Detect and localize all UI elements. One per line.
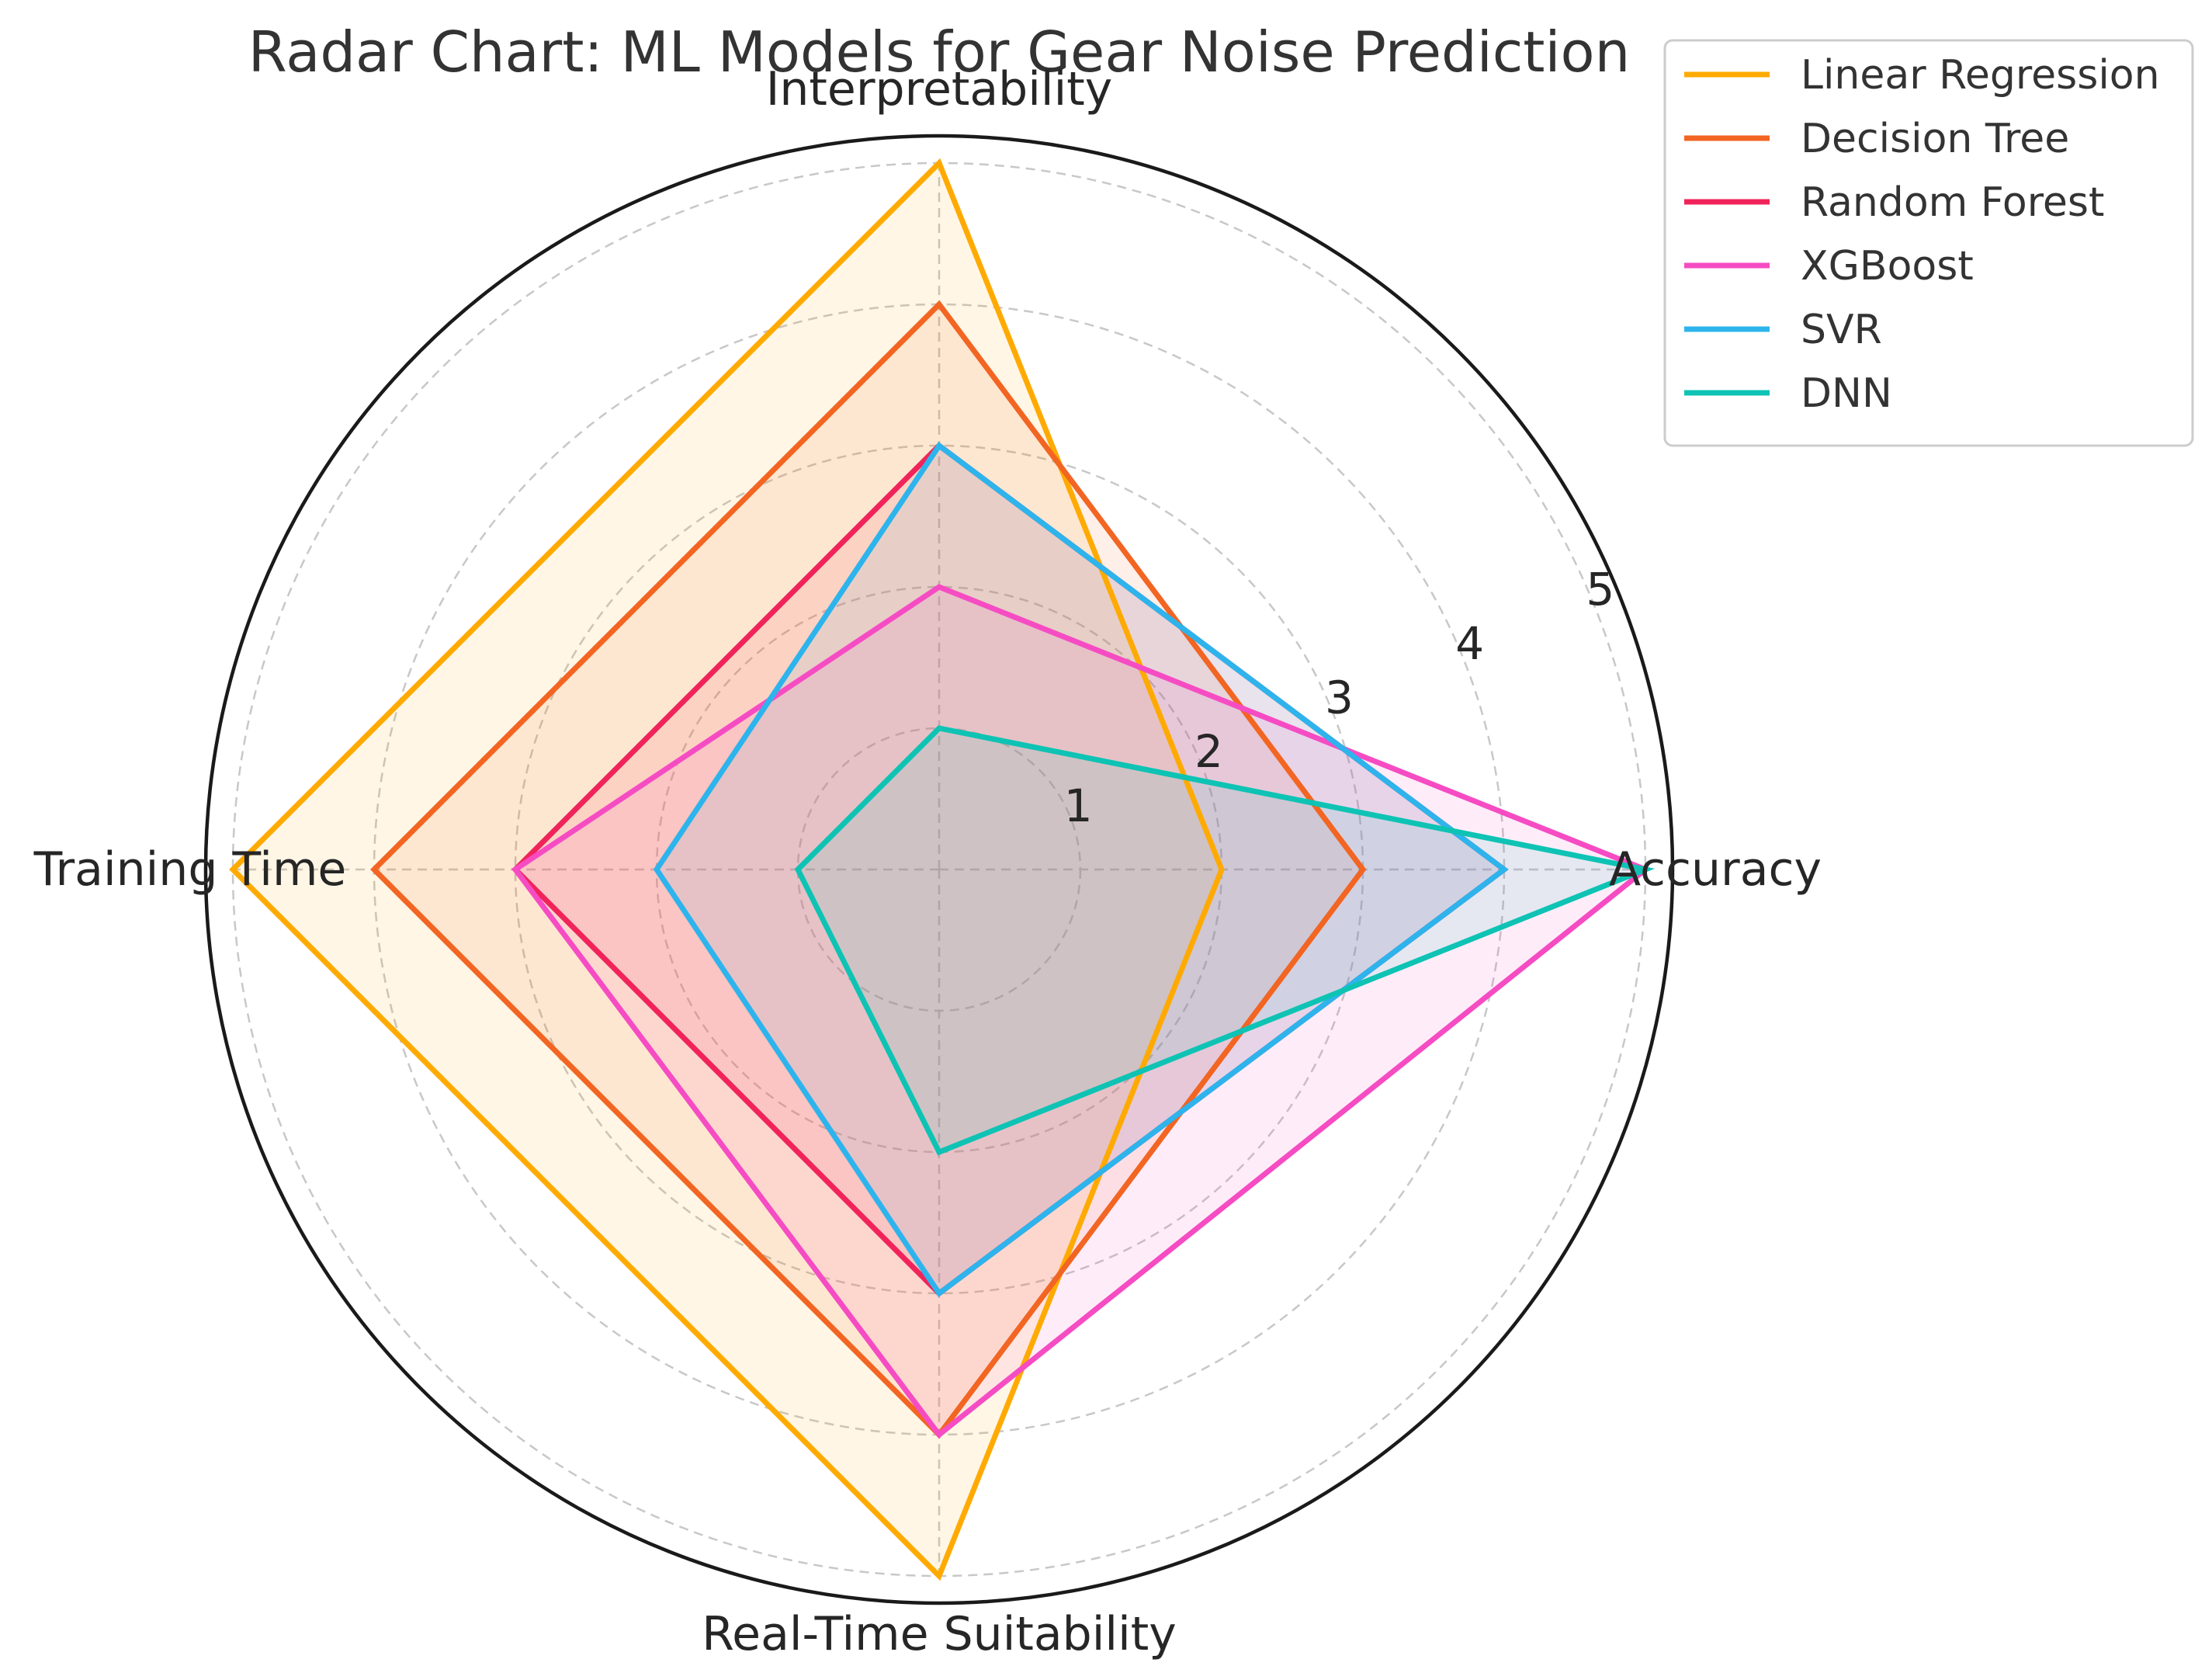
legend-label: SVR: [1801, 307, 1882, 353]
series-line: [370, 300, 1367, 1439]
legend-label: XGBoost: [1801, 243, 1974, 290]
axis-label: Interpretability: [766, 62, 1113, 116]
series-fill: [233, 163, 1222, 1576]
series-line: [794, 725, 1656, 1156]
legend-label: DNN: [1801, 370, 1892, 417]
series-fill: [515, 587, 1645, 1435]
radial-tick-label: 3: [1325, 672, 1354, 724]
series-fill: [374, 304, 1363, 1435]
series-fills: [233, 163, 1645, 1576]
legend-label: Random Forest: [1801, 179, 2104, 226]
legend: Linear Regression Decision Tree Random For…: [1663, 39, 2194, 447]
series-fill: [515, 446, 1504, 1293]
radial-tick-label: 5: [1586, 563, 1614, 616]
radar-labels: 1 2 3 4 5 Accuracy Interpretability Training Ti…: [33, 62, 1822, 1661]
series-line: [511, 584, 1651, 1439]
series-fill: [657, 446, 1504, 1293]
series-line: [229, 158, 1225, 1581]
radial-tick-label: 2: [1194, 725, 1223, 778]
axis-label: Training Time: [33, 842, 347, 897]
legend-frame: [1663, 39, 2194, 447]
legend-label: Linear Regression: [1801, 52, 2160, 99]
series-fill: [798, 728, 1645, 1152]
chart-title: Radar Chart: ML Models for Gear Noise Pr…: [248, 19, 1630, 85]
polar-frame: [203, 134, 1675, 1605]
radial-tick-label: 1: [1064, 779, 1093, 832]
axis-label: Real-Time Suitability: [702, 1607, 1177, 1661]
axis-label: Accuracy: [1609, 842, 1822, 897]
radial-tick-label: 4: [1455, 617, 1484, 670]
series-line: [653, 441, 1509, 1298]
series-lines: [229, 158, 1656, 1581]
legend-label: Decision Tree: [1801, 116, 2069, 162]
